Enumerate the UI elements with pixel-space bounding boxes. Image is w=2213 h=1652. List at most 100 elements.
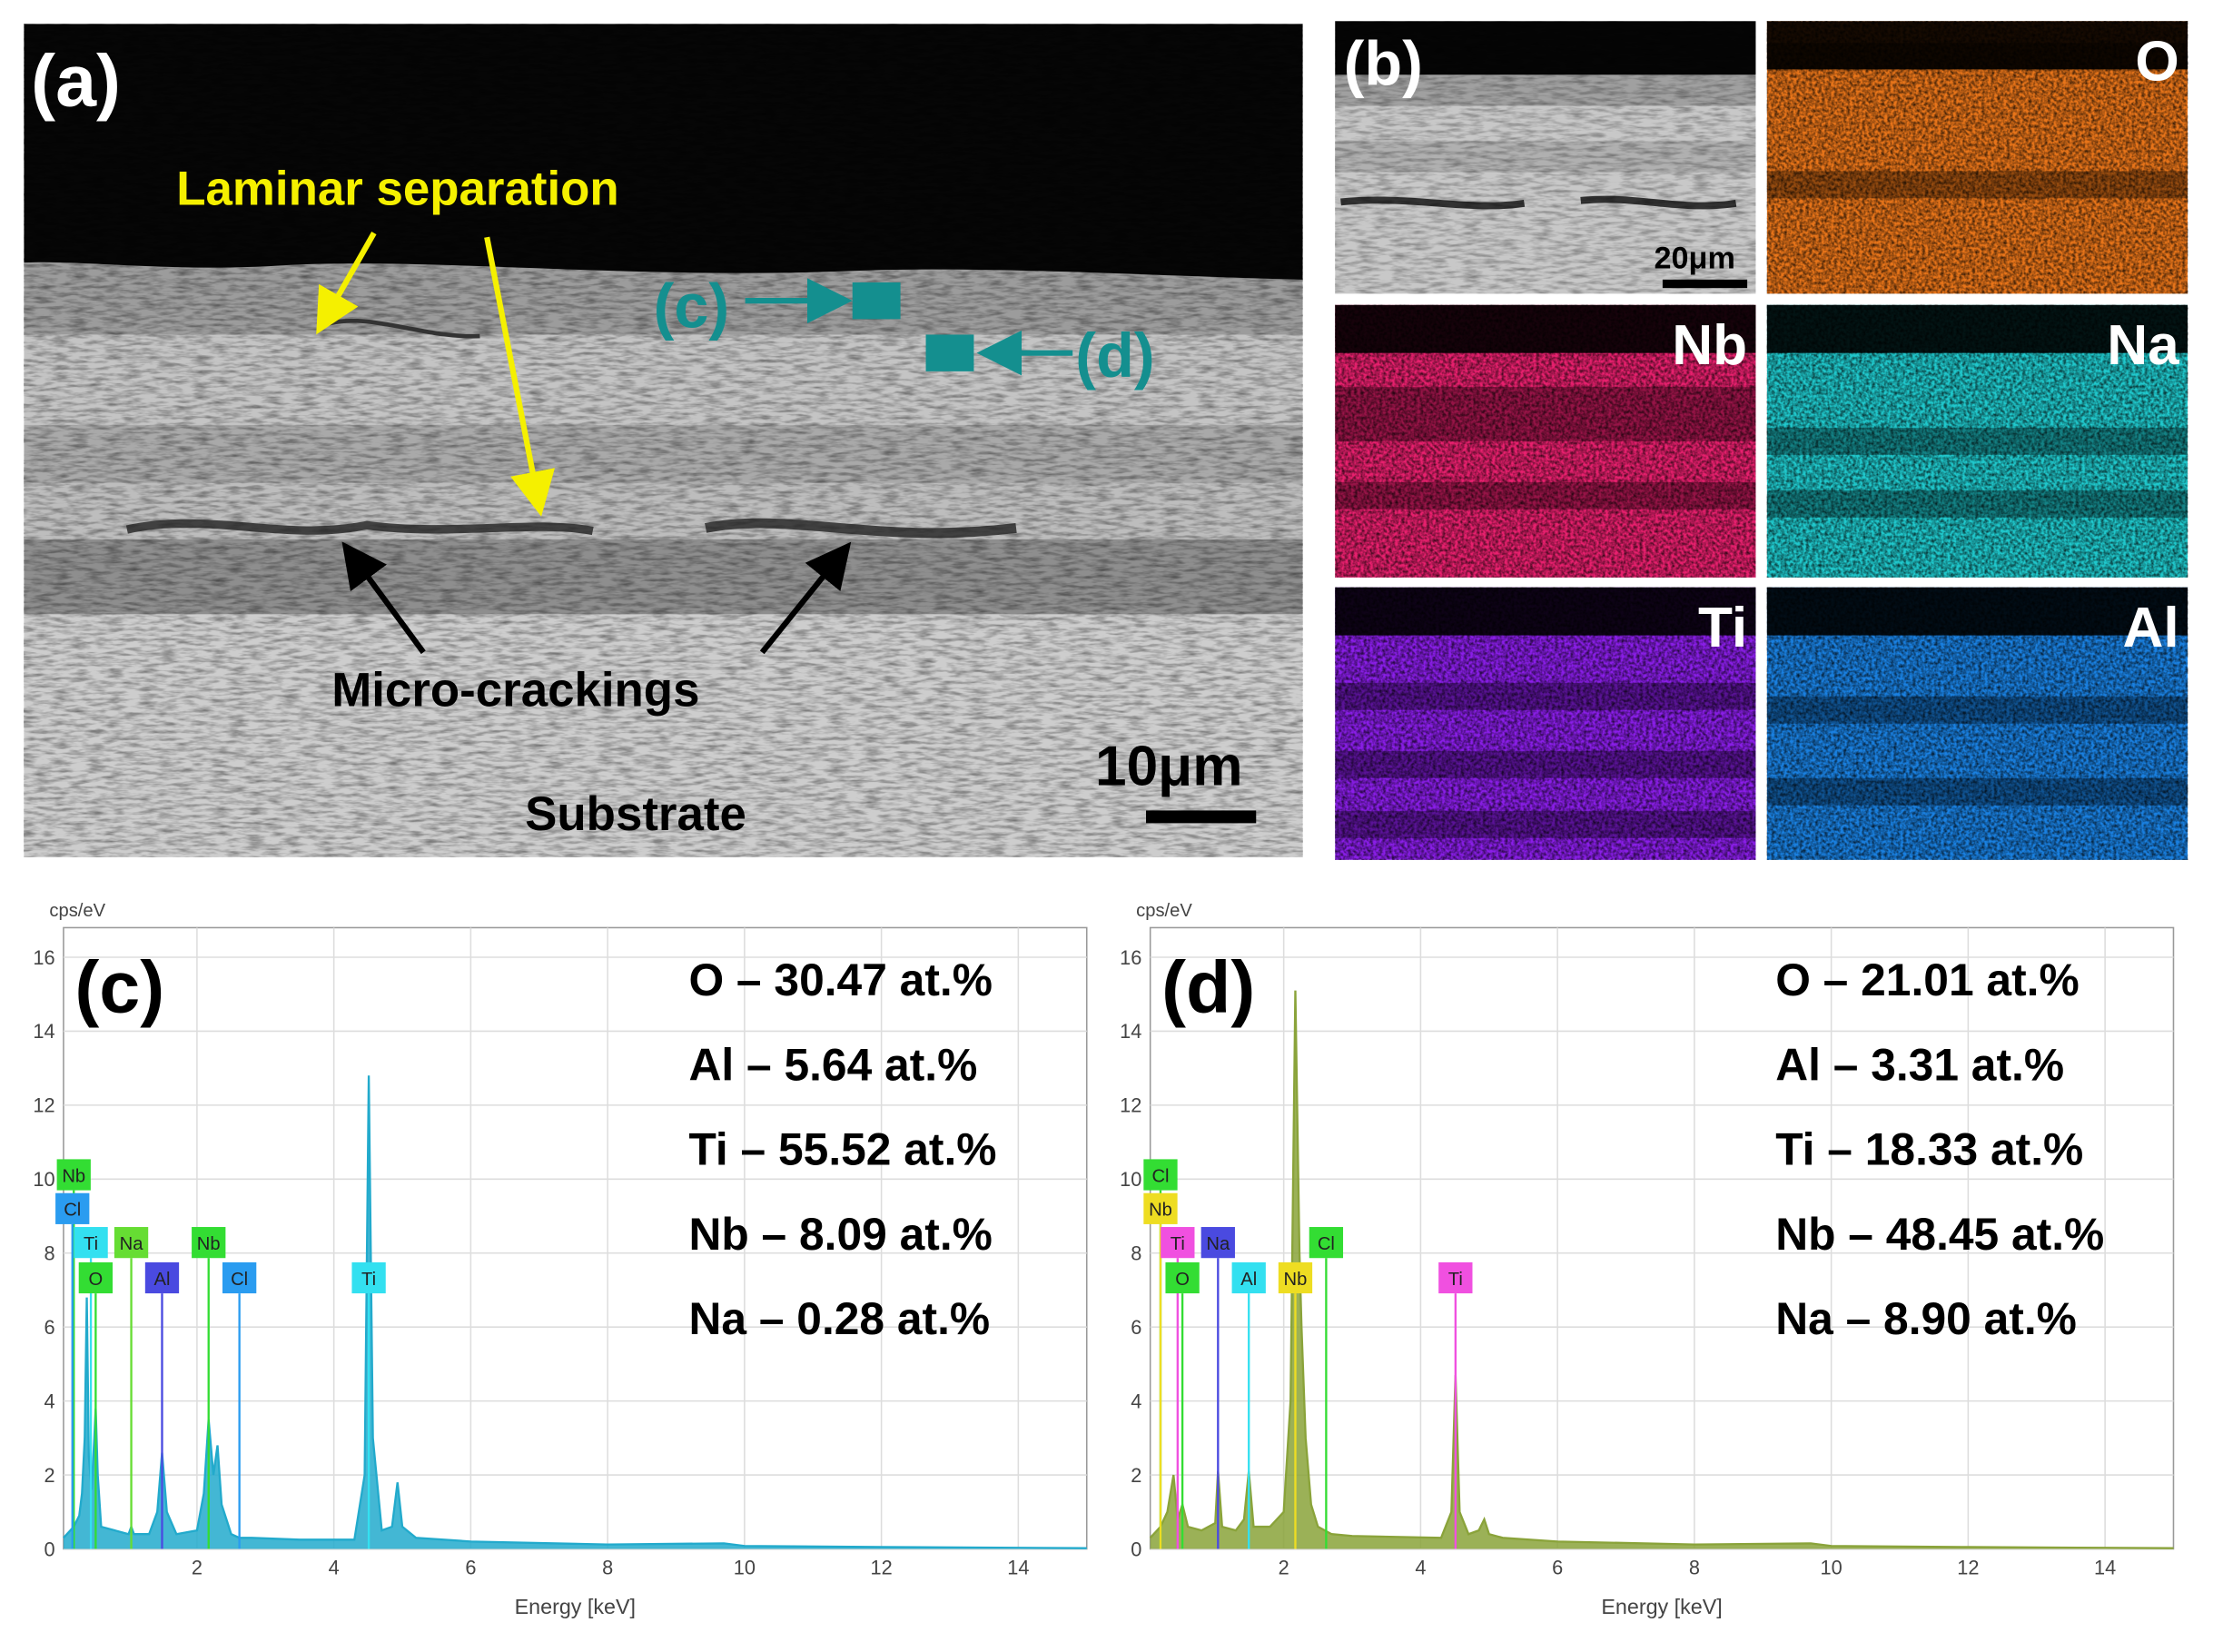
y-tick-label: 8 [44, 1242, 55, 1265]
panel-label: (c) [74, 947, 164, 1029]
map-noise [1335, 304, 1756, 578]
peak-label-box [114, 1227, 149, 1259]
peak-label: Cl [64, 1201, 81, 1221]
y-tick-label: 2 [1131, 1464, 1141, 1487]
peak-label-box [1278, 1261, 1313, 1294]
element-map [1766, 21, 2188, 294]
peak-label: Cl [1318, 1234, 1335, 1254]
x-tick-label: 10 [1821, 1556, 1843, 1578]
panel-label: (b) [1344, 29, 1423, 98]
peak-label: Ti [1448, 1270, 1463, 1290]
peak-label: Nb [1284, 1270, 1308, 1290]
map-noise [1766, 304, 2188, 578]
composition: Na – 8.90 at.% [1775, 1293, 2077, 1344]
peak-label: Ti [84, 1234, 98, 1254]
y-tick-label: 2 [44, 1464, 55, 1487]
sem-tile [1335, 21, 1756, 294]
peak-label-box [1231, 1261, 1266, 1294]
scale-bar-label: 10μm [1095, 735, 1242, 797]
x-tick-label: 8 [602, 1556, 613, 1578]
y-axis-label: cps/eV [1136, 901, 1192, 921]
map-noise [1766, 587, 2188, 860]
peak-label: Cl [231, 1270, 248, 1290]
map-noise [1766, 21, 2188, 294]
y-tick-label: 10 [33, 1168, 54, 1191]
map-element-label: Ti [1698, 597, 1747, 659]
map-element-label: Na [2107, 314, 2179, 377]
annotation: Laminar separation [176, 162, 618, 215]
sem-image [24, 24, 1303, 857]
y-tick-label: 6 [44, 1316, 55, 1339]
peak-label-box [56, 1159, 91, 1191]
peak-label-box [192, 1227, 226, 1259]
element-map [1335, 587, 1756, 860]
composition: Ti – 18.33 at.% [1775, 1124, 2083, 1175]
x-tick-label: 8 [1689, 1556, 1700, 1578]
x-tick-label: 2 [1279, 1556, 1289, 1578]
y-tick-label: 12 [1120, 1094, 1141, 1117]
x-tick-label: 6 [1552, 1556, 1563, 1578]
y-tick-label: 8 [1131, 1242, 1141, 1265]
spectrum-line [1149, 990, 2174, 1549]
y-tick-label: 16 [33, 946, 54, 969]
marker-label: (d) [1075, 321, 1154, 391]
element-map [1766, 304, 2188, 578]
x-tick-label: 4 [1415, 1556, 1426, 1578]
peak-label: Na [120, 1234, 144, 1254]
y-tick-label: 4 [44, 1390, 55, 1412]
composition: O – 21.01 at.% [1775, 955, 2079, 1005]
x-tick-label: 6 [465, 1556, 476, 1578]
peak-label-box [1309, 1227, 1344, 1259]
marker-label: (c) [654, 272, 730, 341]
peak-label-box [1438, 1261, 1473, 1294]
peak-label-box [1165, 1261, 1200, 1294]
annotation: Substrate [525, 787, 746, 841]
y-tick-label: 4 [1131, 1390, 1141, 1412]
map-noise [1335, 587, 1756, 860]
peak-label: Al [153, 1270, 170, 1290]
composition: Ti – 55.52 at.% [688, 1124, 996, 1175]
peak-label: O [1175, 1270, 1190, 1290]
composition: Nb – 8.09 at.% [688, 1209, 992, 1260]
y-tick-label: 6 [1131, 1316, 1141, 1339]
peak-label-box [222, 1261, 257, 1294]
x-tick-label: 10 [734, 1556, 756, 1578]
scale-bar-label: 20μm [1655, 241, 1735, 275]
peak-label-box [1200, 1227, 1235, 1259]
composition: Al – 5.64 at.% [688, 1039, 977, 1090]
element-map [1766, 587, 2188, 860]
peak-label: Ti [361, 1270, 376, 1290]
peak-label: Nb [1149, 1201, 1172, 1221]
map-element-label: Nb [1672, 314, 1747, 377]
x-tick-label: 12 [871, 1556, 893, 1578]
y-tick-label: 10 [1120, 1168, 1141, 1191]
map-element-label: O [2135, 31, 2178, 94]
peak-label-box [1143, 1159, 1178, 1191]
y-tick-label: 16 [1120, 946, 1141, 969]
x-axis-label: Energy [keV] [1601, 1595, 1722, 1618]
y-tick-label: 12 [33, 1094, 54, 1117]
composition: Al – 3.31 at.% [1775, 1039, 2064, 1090]
x-axis-label: Energy [keV] [515, 1595, 636, 1618]
peak-label-box [351, 1261, 386, 1294]
element-map [1335, 304, 1756, 578]
x-tick-label: 4 [329, 1556, 340, 1578]
peak-label: Nb [62, 1166, 85, 1186]
peak-label: Ti [1171, 1234, 1185, 1254]
peak-label: Cl [1151, 1166, 1169, 1186]
annotation: Micro-crackings [331, 663, 699, 717]
panel-label: (d) [1161, 947, 1255, 1029]
peak-label: O [89, 1270, 104, 1290]
y-axis-label: cps/eV [49, 901, 105, 921]
y-tick-label: 14 [33, 1020, 54, 1043]
x-tick-label: 14 [2094, 1556, 2116, 1578]
panel-label: (a) [31, 41, 121, 123]
peak-label: Nb [197, 1234, 221, 1254]
composition: Na – 0.28 at.% [688, 1293, 990, 1344]
peak-label-box [144, 1261, 180, 1294]
peak-label: Na [1206, 1234, 1230, 1254]
peak-label-box [78, 1261, 114, 1294]
y-tick-label: 14 [1120, 1020, 1141, 1043]
